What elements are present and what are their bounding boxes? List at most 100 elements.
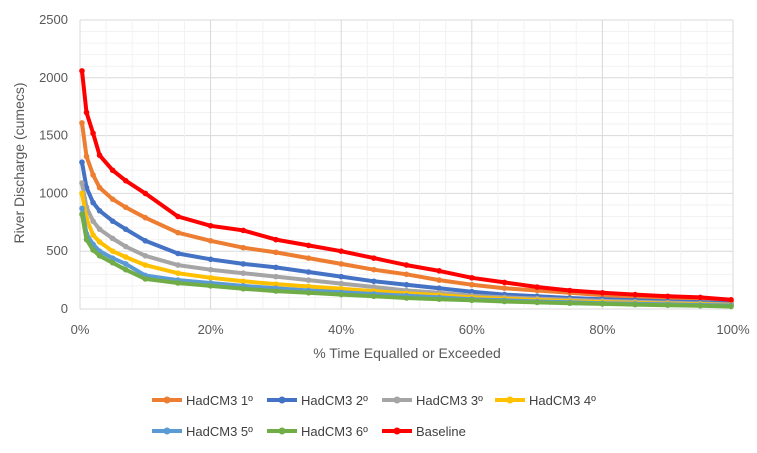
series-6: [79, 211, 734, 310]
x-tick-label: 80%: [589, 322, 615, 337]
legend-marker: [163, 396, 171, 404]
data-point: [371, 266, 377, 273]
data-point: [240, 278, 247, 285]
data-point: [79, 180, 85, 186]
x-tick-label: 40%: [328, 322, 354, 337]
series-7: [79, 68, 734, 303]
data-point: [175, 270, 181, 276]
data-point: [305, 277, 312, 283]
x-tick-label: 100%: [716, 322, 750, 337]
y-tick-label: 0: [61, 301, 68, 316]
data-point: [207, 222, 214, 229]
data-point: [83, 153, 90, 160]
data-point: [469, 274, 475, 281]
legend-marker: [506, 396, 514, 404]
legend-label: HadCM3 2º: [301, 393, 368, 408]
data-point: [96, 152, 103, 159]
data-point: [142, 262, 149, 268]
data-point: [240, 244, 247, 251]
data-point: [436, 277, 442, 283]
data-point: [79, 211, 85, 218]
data-point: [109, 167, 116, 174]
data-point: [207, 283, 214, 289]
data-point: [534, 284, 540, 290]
data-point: [175, 213, 181, 220]
data-point: [371, 284, 377, 290]
data-point: [501, 285, 508, 291]
data-point: [96, 253, 103, 259]
data-point: [273, 264, 279, 271]
legend-marker: [278, 427, 286, 435]
data-point: [338, 273, 345, 280]
data-point: [79, 190, 85, 197]
data-point: [96, 239, 103, 245]
data-point: [175, 262, 181, 268]
data-point: [436, 268, 442, 274]
legend-label: HadCM3 1º: [186, 393, 253, 408]
data-point: [83, 236, 90, 243]
data-point: [371, 278, 377, 285]
data-point: [96, 207, 103, 214]
y-tick-label: 2000: [39, 70, 68, 85]
data-point: [109, 196, 116, 202]
legend-label: HadCM3 3º: [416, 393, 483, 408]
x-axis-title: % Time Equalled or Exceeded: [313, 345, 501, 361]
data-point: [403, 262, 410, 268]
y-axis-ticks: 0 500 1000 1500 2000 2500: [39, 12, 68, 316]
data-point: [305, 269, 312, 275]
data-point: [79, 205, 85, 212]
y-tick-label: 1500: [39, 128, 68, 143]
data-point: [109, 218, 116, 224]
data-point: [142, 276, 149, 282]
legend-item: HadCM3 2º: [267, 393, 368, 408]
data-point: [90, 247, 96, 253]
data-point: [122, 261, 129, 267]
data-point: [90, 232, 96, 238]
x-tick-label: 20%: [198, 322, 224, 337]
data-point: [501, 298, 508, 305]
data-point: [79, 120, 85, 126]
data-point: [305, 283, 312, 290]
data-point: [122, 266, 129, 273]
data-point: [142, 237, 149, 244]
data-point: [338, 280, 345, 287]
data-point: [109, 259, 116, 266]
data-point: [697, 294, 704, 301]
data-point: [83, 109, 90, 116]
data-point: [371, 255, 377, 261]
data-point: [109, 255, 116, 261]
data-point: [273, 281, 279, 287]
legend-marker: [393, 427, 401, 435]
x-tick-label: 0%: [71, 322, 90, 337]
data-point: [79, 159, 85, 165]
data-point: [599, 290, 606, 296]
data-point: [79, 68, 85, 74]
y-axis-title: River Discharge (cumecs): [11, 82, 27, 243]
data-point: [436, 285, 442, 291]
data-point: [566, 300, 573, 307]
data-point: [175, 250, 181, 257]
legend-item: HadCM3 5º: [152, 424, 253, 439]
data-point: [305, 242, 312, 249]
data-point: [599, 301, 606, 307]
data-point: [697, 302, 704, 309]
data-point: [273, 236, 279, 243]
legend-item: HadCM3 1º: [152, 393, 253, 408]
series-3: [79, 180, 734, 308]
data-point: [273, 288, 279, 294]
data-point: [469, 297, 475, 304]
data-point: [305, 290, 312, 296]
data-point: [96, 226, 103, 233]
y-tick-label: 1000: [39, 185, 68, 200]
data-point: [207, 256, 214, 263]
plot-area: [79, 68, 734, 310]
data-point: [469, 288, 475, 295]
data-point: [207, 237, 214, 244]
data-point: [240, 270, 247, 276]
data-point: [175, 229, 181, 236]
y-tick-label: 500: [46, 243, 68, 258]
data-point: [240, 261, 247, 267]
data-point: [142, 253, 149, 259]
data-point: [122, 254, 129, 260]
